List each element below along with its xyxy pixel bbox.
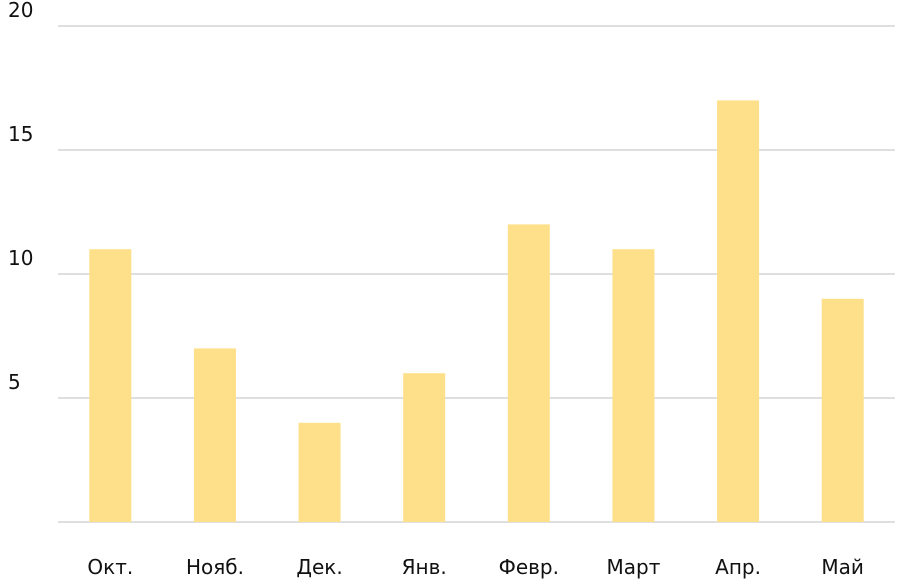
bar bbox=[717, 100, 760, 523]
x-tick-label: Дек. bbox=[296, 555, 342, 579]
bar bbox=[298, 422, 341, 522]
bar bbox=[89, 249, 132, 522]
bar bbox=[507, 224, 550, 522]
x-tick-label: Май bbox=[821, 555, 864, 579]
y-axis-tick-labels: 5 10 15 20 bbox=[8, 0, 33, 394]
x-tick-label: Февр. bbox=[499, 555, 559, 579]
x-tick-label: Янв. bbox=[402, 555, 447, 579]
bar bbox=[403, 373, 446, 522]
bar bbox=[193, 348, 236, 522]
x-axis-tick-labels: Окт. Нояб. Дек. Янв. Февр. Март Апр. Май bbox=[87, 555, 864, 579]
y-tick-label: 20 bbox=[8, 0, 33, 22]
y-tick-label: 15 bbox=[8, 122, 33, 146]
x-tick-label: Апр. bbox=[715, 555, 761, 579]
bars bbox=[89, 100, 864, 523]
x-tick-label: Нояб. bbox=[186, 555, 244, 579]
bar bbox=[821, 298, 864, 522]
gridlines bbox=[58, 25, 895, 523]
y-tick-label: 10 bbox=[8, 246, 33, 270]
bar bbox=[612, 249, 655, 522]
x-tick-label: Окт. bbox=[87, 555, 133, 579]
x-tick-label: Март bbox=[607, 555, 661, 579]
y-tick-label: 5 bbox=[8, 370, 21, 394]
